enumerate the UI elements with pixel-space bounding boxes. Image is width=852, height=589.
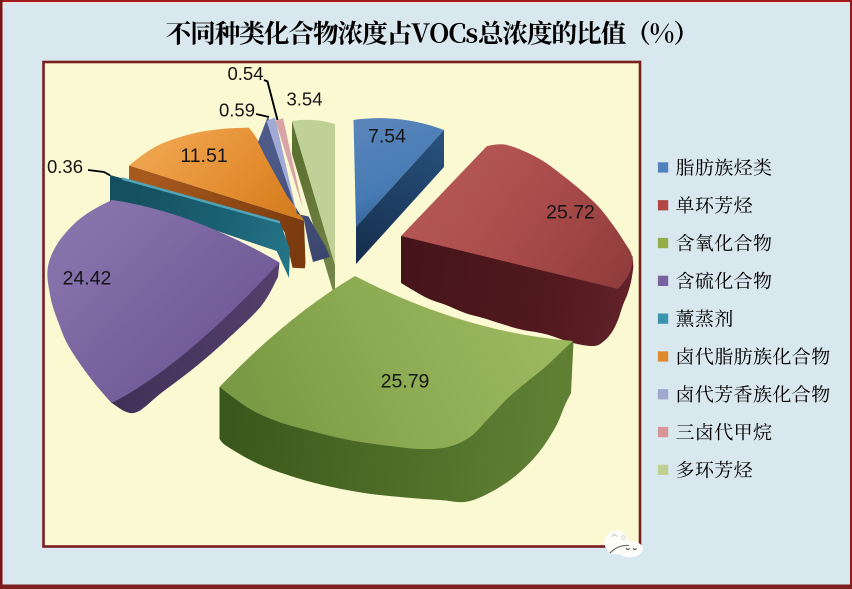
svg-text:25.79: 25.79 bbox=[381, 370, 430, 392]
svg-text:11.51: 11.51 bbox=[180, 145, 227, 167]
svg-text:0.59: 0.59 bbox=[219, 100, 255, 121]
svg-text:7.54: 7.54 bbox=[368, 125, 406, 147]
svg-text:25.72: 25.72 bbox=[546, 202, 595, 224]
svg-text:0.54: 0.54 bbox=[227, 63, 263, 84]
svg-text:3.54: 3.54 bbox=[286, 88, 322, 109]
svg-text:24.42: 24.42 bbox=[63, 267, 112, 289]
svg-text:0.36: 0.36 bbox=[47, 156, 83, 177]
